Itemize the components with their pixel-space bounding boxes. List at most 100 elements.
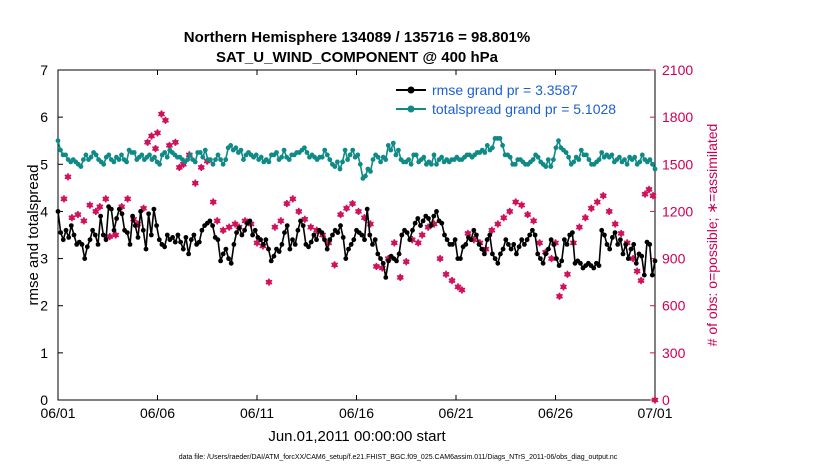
totalspread-point bbox=[208, 157, 213, 163]
rmse-point bbox=[596, 263, 602, 268]
totalspread-point bbox=[497, 136, 503, 141]
rmse-point bbox=[487, 232, 493, 238]
rmse-point bbox=[90, 227, 95, 233]
rmse-point bbox=[98, 213, 103, 219]
rmse-point bbox=[482, 251, 487, 257]
totalspread-point bbox=[192, 159, 198, 165]
totalspread-point bbox=[439, 154, 444, 160]
obs-count-marker bbox=[559, 283, 567, 291]
obs-count-marker bbox=[454, 283, 462, 291]
totalspread-point bbox=[342, 147, 348, 153]
rmse-point bbox=[71, 232, 77, 238]
rmse-point bbox=[220, 251, 226, 257]
rmse-point bbox=[148, 232, 154, 238]
obs-count-marker bbox=[144, 138, 152, 146]
rmse-point bbox=[172, 239, 178, 245]
totalspread-point bbox=[81, 157, 86, 163]
totalspread-point bbox=[383, 157, 389, 163]
totalspread-point bbox=[88, 154, 94, 160]
rmse-point bbox=[263, 237, 269, 243]
obs-count-marker bbox=[548, 254, 556, 263]
rmse-point bbox=[578, 260, 583, 266]
obs-count-marker bbox=[390, 239, 398, 247]
obs-count-marker bbox=[530, 217, 538, 225]
obs-count-marker bbox=[448, 276, 456, 285]
obs-count-marker bbox=[153, 129, 162, 137]
obs-count-marker bbox=[524, 210, 532, 219]
rmse-point bbox=[410, 227, 415, 233]
totalspread-point bbox=[218, 157, 224, 163]
rmse-point bbox=[348, 242, 354, 247]
totalspread-point bbox=[335, 159, 340, 165]
rmse-point bbox=[191, 232, 197, 238]
totalspread-point bbox=[327, 157, 333, 163]
rmse-point bbox=[207, 218, 213, 224]
rmse-point bbox=[188, 237, 194, 243]
rmse-point bbox=[346, 246, 351, 252]
rmse-point bbox=[327, 237, 333, 243]
rmse-point bbox=[292, 242, 298, 247]
rmse-point bbox=[380, 260, 386, 266]
rmse-point bbox=[498, 251, 503, 257]
rmse-point bbox=[306, 244, 311, 250]
rmse-point bbox=[474, 232, 479, 238]
rmse-point bbox=[471, 227, 477, 233]
totalspread-point bbox=[576, 157, 582, 163]
rmse-point bbox=[351, 237, 357, 243]
totalspread-point bbox=[78, 164, 84, 170]
rmse-point bbox=[628, 246, 634, 252]
rmse-point bbox=[95, 242, 101, 247]
obs-count-marker bbox=[645, 185, 653, 194]
totalspread-point bbox=[556, 138, 561, 144]
obs-count-marker bbox=[599, 192, 607, 200]
totalspread-point bbox=[164, 154, 170, 160]
rmse-point bbox=[562, 237, 567, 243]
obs-count-marker bbox=[271, 223, 279, 231]
totalspread-point bbox=[530, 157, 536, 163]
rmse-point bbox=[199, 227, 205, 233]
totalspread-point bbox=[119, 152, 124, 158]
y-tick-label: 7 bbox=[40, 62, 48, 78]
rmse-point bbox=[143, 246, 149, 252]
rmse-point bbox=[439, 220, 445, 226]
rmse-point bbox=[620, 251, 626, 257]
rmse-point bbox=[370, 242, 375, 247]
totalspread-point bbox=[215, 152, 221, 158]
obs-count-marker bbox=[265, 278, 273, 286]
obs-count-marker bbox=[231, 220, 239, 228]
rmse-point bbox=[239, 232, 245, 238]
rmse-point bbox=[527, 232, 533, 238]
totalspread-point bbox=[185, 157, 191, 163]
totalspread-point bbox=[147, 152, 152, 158]
rmse-point bbox=[282, 230, 287, 236]
rmse-point bbox=[607, 246, 613, 252]
rmse-point bbox=[260, 242, 266, 247]
rmse-point bbox=[420, 218, 426, 224]
y-tick-label: 5 bbox=[40, 156, 48, 172]
obs-count-marker bbox=[191, 179, 199, 187]
rmse-point bbox=[543, 251, 549, 257]
rmse-point bbox=[175, 232, 181, 238]
obs-count-marker bbox=[64, 173, 72, 181]
obs-count-marker bbox=[175, 163, 183, 172]
rmse-point bbox=[343, 256, 349, 261]
legend-rmse-marker bbox=[407, 86, 415, 94]
obs-count-marker bbox=[641, 190, 649, 198]
rmse-point bbox=[452, 237, 458, 243]
rmse-point bbox=[196, 239, 202, 245]
obs-count-marker bbox=[518, 201, 526, 209]
totalspread-point bbox=[622, 157, 627, 163]
obs-count-marker bbox=[605, 207, 613, 216]
obs-count-marker bbox=[633, 267, 641, 275]
rmse-point bbox=[223, 246, 229, 252]
right-tick-label: 1500 bbox=[662, 156, 693, 172]
totalspread-point bbox=[624, 161, 630, 167]
totalspread-point bbox=[357, 161, 363, 167]
rmse-point bbox=[495, 260, 501, 266]
obs-count-marker bbox=[458, 286, 466, 294]
rmse-point bbox=[311, 232, 317, 238]
series-lines bbox=[55, 136, 658, 280]
totalspread-point bbox=[253, 152, 259, 158]
obs-count-marker bbox=[60, 195, 68, 203]
